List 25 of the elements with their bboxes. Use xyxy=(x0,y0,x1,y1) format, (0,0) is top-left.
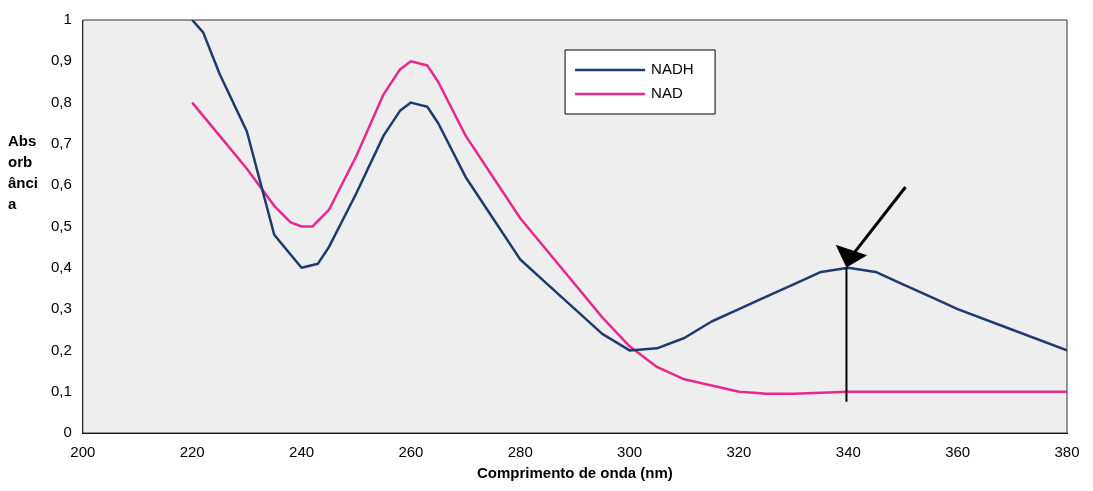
x-tick-label: 340 xyxy=(835,443,861,461)
x-tick-label: 360 xyxy=(945,443,971,461)
x-tick-label: 280 xyxy=(507,443,533,461)
y-axis-title: Absorbância xyxy=(8,131,39,214)
y-tick-label: 0,8 xyxy=(50,92,72,110)
y-tick-label: 0,4 xyxy=(50,257,72,275)
x-tick-label: 320 xyxy=(726,443,752,461)
x-tick-label: 200 xyxy=(70,443,96,461)
x-tick-label: 300 xyxy=(617,443,643,461)
y-tick-label: 0,9 xyxy=(50,51,72,69)
x-tick-label: 260 xyxy=(398,443,424,461)
x-tick-label: 220 xyxy=(179,443,205,461)
y-tick-label: 0 xyxy=(63,423,72,441)
x-axis-title: Comprimento de onda (nm) xyxy=(477,464,673,482)
y-tick-label: 0,1 xyxy=(50,381,72,399)
y-tick-label: 1 xyxy=(63,10,72,28)
y-tick-label: 0,2 xyxy=(50,340,72,358)
y-tick-label: 0,6 xyxy=(50,175,72,193)
x-tick-label: 380 xyxy=(1054,443,1080,461)
legend-label: NAD xyxy=(651,84,683,102)
y-tick-label: 0,3 xyxy=(50,299,72,317)
y-tick-label: 0,7 xyxy=(50,134,72,152)
y-tick-label: 0,5 xyxy=(50,216,72,234)
x-tick-label: 240 xyxy=(289,443,315,461)
legend-label: NADH xyxy=(651,60,694,78)
